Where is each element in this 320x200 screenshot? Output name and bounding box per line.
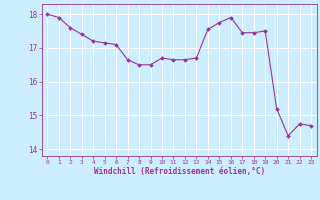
X-axis label: Windchill (Refroidissement éolien,°C): Windchill (Refroidissement éolien,°C) <box>94 167 265 176</box>
